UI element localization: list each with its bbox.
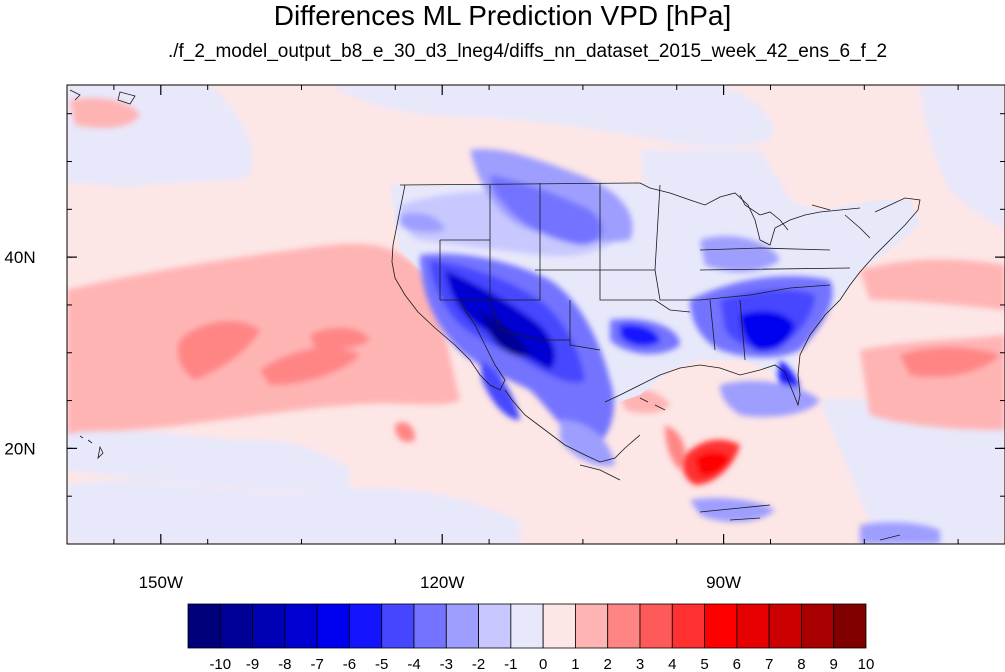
colorbar-swatch — [575, 603, 609, 649]
colorbar-swatch — [445, 603, 479, 649]
map-frame — [66, 84, 1005, 545]
colorbar-swatch — [704, 603, 738, 649]
colorbar-label: 9 — [830, 656, 838, 672]
colorbar-label: 10 — [858, 656, 875, 672]
colorbar-swatch — [284, 603, 318, 649]
colorbar-label: 1 — [571, 656, 579, 672]
colorbar-label: -5 — [375, 656, 388, 672]
colorbar-swatch — [639, 603, 673, 649]
colorbar-swatch — [413, 603, 447, 649]
colorbar-label: 3 — [636, 656, 644, 672]
colorbar-swatch — [542, 603, 576, 649]
colorbar-label: -2 — [472, 656, 485, 672]
colorbar-label: -7 — [310, 656, 323, 672]
colorbar-label: 2 — [604, 656, 612, 672]
colorbar-swatch — [671, 603, 705, 649]
map-title: Differences ML Prediction VPD [hPa] — [273, 0, 732, 31]
colorbar-swatch — [510, 603, 544, 649]
colorbar-swatch — [768, 603, 802, 649]
colorbar-label: -10 — [209, 656, 231, 672]
lat-tick-label: 20N — [4, 439, 35, 458]
colorbar-label: -6 — [343, 656, 356, 672]
colorbar-swatch — [736, 603, 770, 649]
colorbar-swatch — [801, 603, 835, 649]
colorbar-label: -4 — [407, 656, 420, 672]
colorbar-swatch — [219, 603, 253, 649]
colorbar-swatch — [478, 603, 512, 649]
colorbar-label: 5 — [700, 656, 708, 672]
colorbar-swatch — [833, 603, 867, 649]
lon-tick-label: 120W — [420, 573, 464, 592]
colorbar-label: -1 — [504, 656, 517, 672]
colorbar-swatch — [316, 603, 350, 649]
colorbar-swatch — [381, 603, 415, 649]
colorbar-label: 4 — [668, 656, 676, 672]
colorbar-swatch — [607, 603, 641, 649]
colorbar-label: 0 — [539, 656, 547, 672]
colorbar-swatch — [349, 603, 383, 649]
colorbar-label: -9 — [246, 656, 259, 672]
colorbar: -10 -9 -8 -7 -6 -5 -4 -3 -2 -1 0 1 2 3 4 5 6 7 8 9 10 — [187, 603, 875, 672]
colorbar-swatch — [187, 603, 221, 649]
vpd-difference-field — [67, 85, 1005, 544]
colorbar-label: -8 — [278, 656, 291, 672]
colorbar-swatch — [252, 603, 286, 649]
colorbar-label: 7 — [765, 656, 773, 672]
lon-tick-label: 150W — [139, 573, 183, 592]
lon-tick-label: 90W — [706, 573, 741, 592]
colorbar-label: 6 — [733, 656, 741, 672]
colorbar-label: 8 — [797, 656, 805, 672]
coastline-borders — [69, 89, 921, 541]
map-subtitle: ./f_2_model_output_b8_e_30_d3_lneg4/diff… — [167, 41, 888, 62]
colorbar-label: -3 — [440, 656, 453, 672]
lat-tick-label: 40N — [4, 248, 35, 267]
